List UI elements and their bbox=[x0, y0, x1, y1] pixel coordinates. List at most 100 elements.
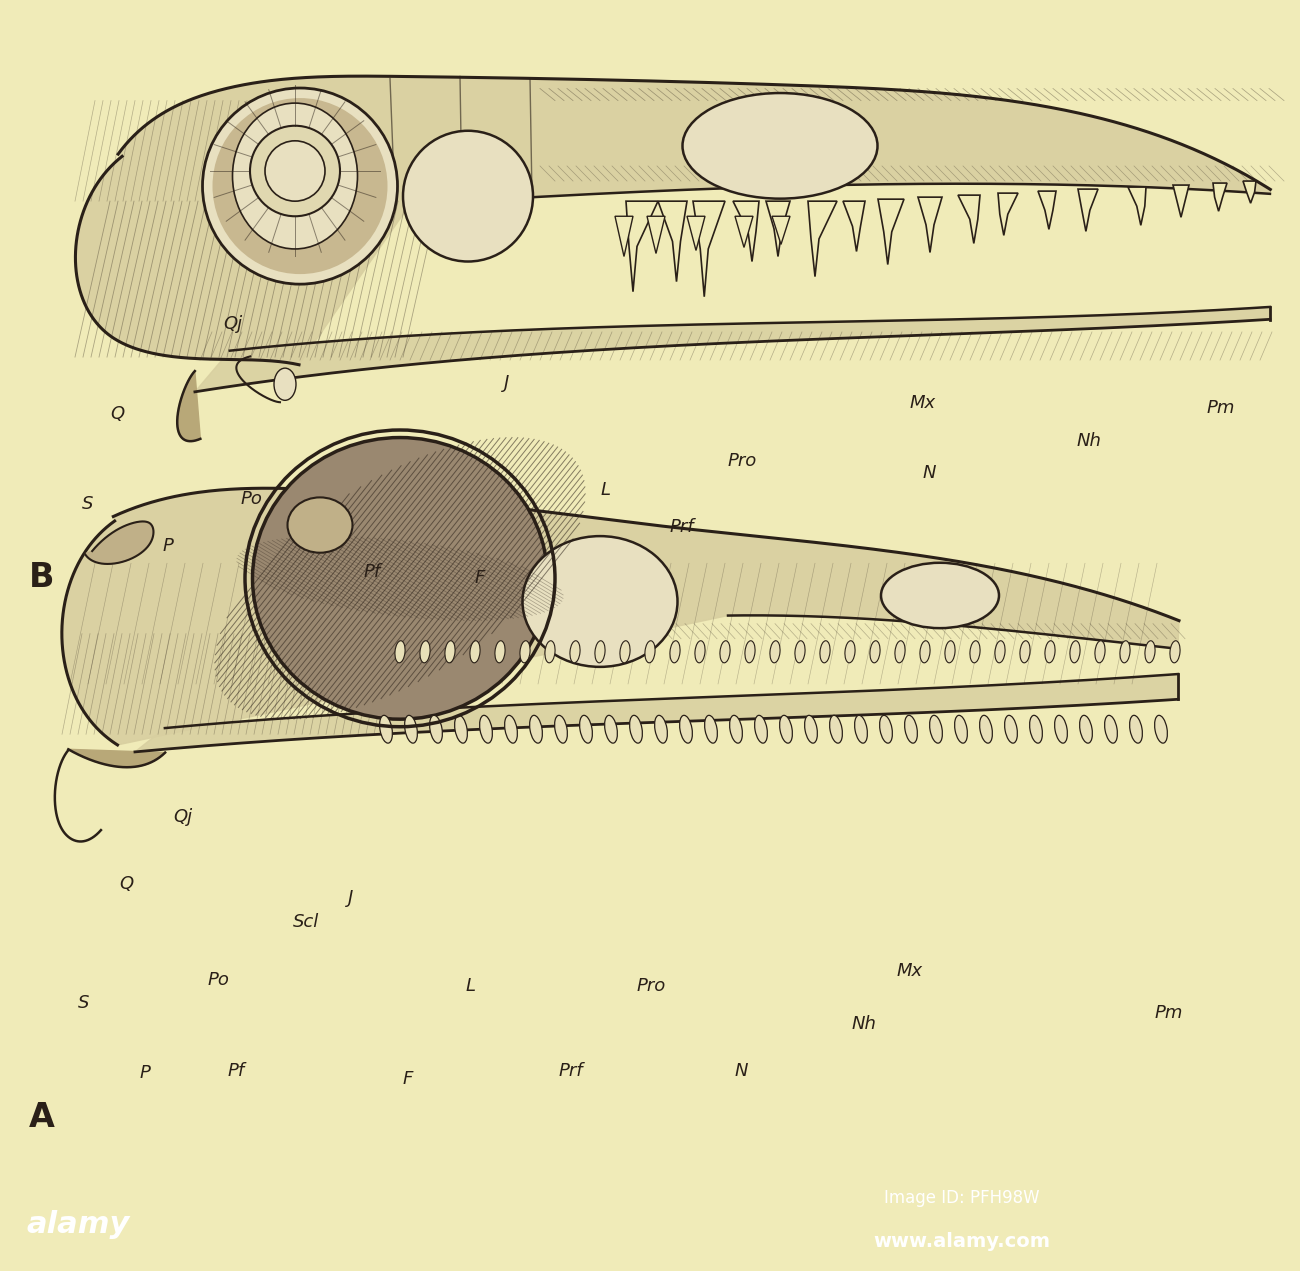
Ellipse shape bbox=[555, 716, 567, 744]
Ellipse shape bbox=[894, 641, 905, 662]
Ellipse shape bbox=[1020, 641, 1030, 662]
Ellipse shape bbox=[680, 716, 693, 744]
Ellipse shape bbox=[1170, 641, 1180, 662]
Polygon shape bbox=[84, 521, 153, 564]
Text: N: N bbox=[734, 1063, 747, 1080]
Ellipse shape bbox=[480, 716, 493, 744]
Ellipse shape bbox=[920, 641, 930, 662]
Polygon shape bbox=[958, 196, 980, 244]
Ellipse shape bbox=[495, 641, 506, 662]
Ellipse shape bbox=[1095, 641, 1105, 662]
Ellipse shape bbox=[403, 131, 533, 262]
Ellipse shape bbox=[1045, 641, 1056, 662]
Polygon shape bbox=[686, 216, 705, 250]
Polygon shape bbox=[693, 201, 725, 296]
Text: Po: Po bbox=[208, 971, 230, 989]
Ellipse shape bbox=[670, 641, 680, 662]
Text: Mx: Mx bbox=[910, 394, 936, 412]
Text: Pm: Pm bbox=[1154, 1004, 1183, 1022]
Ellipse shape bbox=[930, 716, 942, 744]
Ellipse shape bbox=[705, 716, 718, 744]
Ellipse shape bbox=[274, 369, 296, 400]
Polygon shape bbox=[135, 674, 1178, 752]
Ellipse shape bbox=[794, 641, 805, 662]
Ellipse shape bbox=[945, 641, 956, 662]
Text: B: B bbox=[29, 561, 55, 594]
Ellipse shape bbox=[881, 563, 998, 628]
Text: J: J bbox=[504, 374, 510, 391]
Ellipse shape bbox=[970, 641, 980, 662]
Ellipse shape bbox=[980, 716, 992, 744]
Ellipse shape bbox=[754, 716, 767, 744]
Polygon shape bbox=[772, 216, 790, 244]
Text: Pro: Pro bbox=[728, 452, 758, 470]
Ellipse shape bbox=[696, 641, 705, 662]
Ellipse shape bbox=[870, 641, 880, 662]
Ellipse shape bbox=[287, 497, 352, 553]
Ellipse shape bbox=[529, 716, 542, 744]
Polygon shape bbox=[62, 488, 1179, 745]
Polygon shape bbox=[734, 216, 753, 248]
Ellipse shape bbox=[1119, 641, 1130, 662]
Ellipse shape bbox=[504, 716, 517, 744]
Ellipse shape bbox=[1054, 716, 1067, 744]
Text: alamy: alamy bbox=[26, 1210, 130, 1239]
Ellipse shape bbox=[520, 641, 530, 662]
Text: N: N bbox=[923, 464, 936, 482]
Ellipse shape bbox=[780, 716, 793, 744]
Text: www.alamy.com: www.alamy.com bbox=[874, 1233, 1050, 1252]
Text: S: S bbox=[82, 494, 94, 513]
Ellipse shape bbox=[954, 716, 967, 744]
Ellipse shape bbox=[905, 716, 918, 744]
Ellipse shape bbox=[250, 126, 341, 216]
Ellipse shape bbox=[429, 716, 442, 744]
Text: A: A bbox=[29, 1101, 55, 1134]
Ellipse shape bbox=[595, 641, 604, 662]
Text: Nh: Nh bbox=[1076, 432, 1101, 450]
Polygon shape bbox=[615, 216, 633, 257]
Ellipse shape bbox=[380, 716, 393, 744]
Text: L: L bbox=[601, 480, 611, 500]
Ellipse shape bbox=[745, 641, 755, 662]
Ellipse shape bbox=[265, 141, 325, 201]
Text: Pm: Pm bbox=[1206, 399, 1235, 417]
Ellipse shape bbox=[820, 641, 831, 662]
Text: Pf: Pf bbox=[227, 1063, 244, 1080]
Polygon shape bbox=[1173, 186, 1190, 217]
Ellipse shape bbox=[994, 641, 1005, 662]
Ellipse shape bbox=[620, 641, 630, 662]
Polygon shape bbox=[1037, 191, 1056, 229]
Text: S: S bbox=[78, 994, 90, 1013]
Ellipse shape bbox=[1079, 716, 1092, 744]
Text: Scl: Scl bbox=[292, 913, 318, 930]
Ellipse shape bbox=[854, 716, 867, 744]
Ellipse shape bbox=[233, 103, 358, 249]
Polygon shape bbox=[1213, 183, 1227, 211]
Polygon shape bbox=[1128, 187, 1147, 225]
Ellipse shape bbox=[1145, 641, 1156, 662]
Ellipse shape bbox=[1005, 716, 1018, 744]
Polygon shape bbox=[658, 201, 686, 282]
Ellipse shape bbox=[805, 716, 818, 744]
Ellipse shape bbox=[829, 716, 842, 744]
Ellipse shape bbox=[1154, 716, 1167, 744]
Polygon shape bbox=[195, 306, 1270, 391]
Ellipse shape bbox=[395, 641, 406, 662]
Ellipse shape bbox=[1105, 716, 1118, 744]
Text: Pf: Pf bbox=[364, 563, 381, 581]
Polygon shape bbox=[766, 201, 790, 257]
Ellipse shape bbox=[1030, 716, 1043, 744]
Polygon shape bbox=[918, 197, 942, 253]
Text: Q: Q bbox=[120, 876, 134, 894]
Ellipse shape bbox=[203, 88, 398, 285]
Text: J: J bbox=[348, 890, 354, 907]
Ellipse shape bbox=[629, 716, 642, 744]
Text: Q: Q bbox=[111, 405, 125, 423]
Ellipse shape bbox=[455, 716, 468, 744]
Ellipse shape bbox=[469, 641, 480, 662]
Polygon shape bbox=[69, 750, 165, 768]
Ellipse shape bbox=[655, 716, 667, 744]
Ellipse shape bbox=[580, 716, 593, 744]
Text: Mx: Mx bbox=[897, 962, 923, 980]
Polygon shape bbox=[627, 201, 658, 291]
